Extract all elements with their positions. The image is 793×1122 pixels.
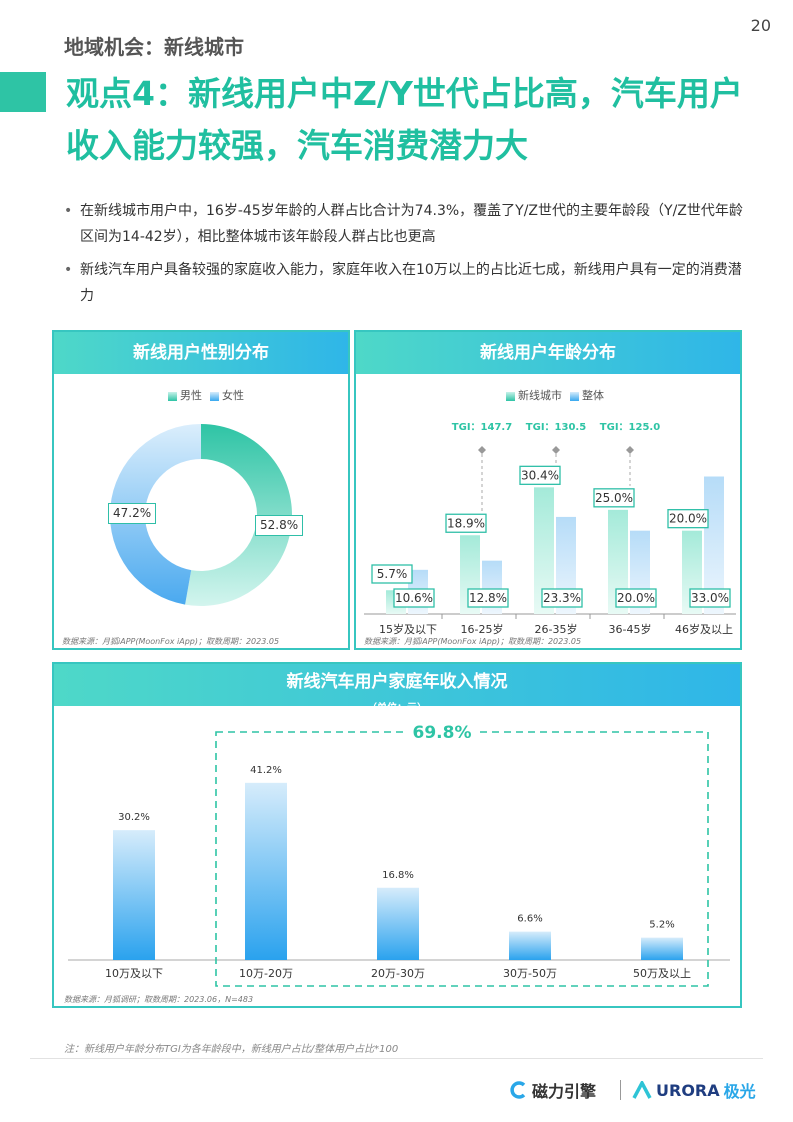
income-tick-label: 50万及以上 bbox=[633, 967, 691, 980]
income-bar bbox=[377, 887, 419, 960]
tgi-marker bbox=[478, 446, 486, 454]
aurora-logo-text: URORA bbox=[656, 1080, 720, 1100]
income-bar bbox=[113, 830, 155, 960]
age-label-overall: 33.0% bbox=[691, 591, 729, 605]
age-panel-header: 新线用户年龄分布 bbox=[356, 332, 740, 374]
tgi-marker bbox=[552, 446, 560, 454]
age-label-overall-box bbox=[393, 588, 435, 608]
age-tick-label: 16-25岁 bbox=[461, 622, 504, 636]
donut-slice-女性 bbox=[110, 424, 201, 605]
income-value-label: 5.2% bbox=[649, 920, 674, 931]
age-label-overall: 10.6% bbox=[395, 591, 433, 605]
age-bar-newline bbox=[608, 509, 628, 614]
donut-label-female: 47.2% bbox=[108, 503, 157, 524]
legend-item-newline: 新线城市 bbox=[506, 387, 562, 403]
age-label-newline: 30.4% bbox=[521, 468, 559, 482]
age-label-newline: 20.0% bbox=[669, 512, 707, 526]
age-label-overall: 12.8% bbox=[469, 591, 507, 605]
income-tick-label: 20万-30万 bbox=[371, 967, 425, 980]
page-title: 观点4：新线用户中Z/Y世代占比高，汽车用户收入能力较强，汽车消费潜力大 bbox=[66, 74, 743, 165]
age-label-newline: 18.9% bbox=[447, 516, 485, 530]
income-value-label: 16.8% bbox=[382, 870, 414, 881]
bullet-list: 在新线城市用户中，16岁-45岁年龄的人群占比合计为74.3%，覆盖了Y/Z世代… bbox=[64, 198, 744, 316]
donut-slice-男性 bbox=[185, 424, 292, 606]
age-panel: 新线用户年龄分布 新线城市 整体 5.7% 10.6% 15岁及以下 18.9% 12.… bbox=[354, 330, 742, 650]
gender-legend: 男性 女性 bbox=[168, 387, 244, 403]
cili-logo: 磁力引擎 bbox=[510, 1078, 596, 1102]
age-label-newline-box bbox=[371, 564, 413, 584]
age-tick-label: 26-35岁 bbox=[535, 622, 578, 636]
gender-panel-header: 新线用户性别分布 bbox=[54, 332, 348, 374]
income-tick-label: 10万及以下 bbox=[105, 967, 163, 980]
income-value-label: 30.2% bbox=[118, 812, 150, 823]
donut-label-male: 52.8% bbox=[255, 515, 304, 536]
aurora-logo: URORA 极光 bbox=[632, 1078, 756, 1102]
age-tick-label: 46岁及以上 bbox=[675, 622, 733, 636]
income-panel-unit: （单位：元） bbox=[367, 703, 427, 714]
income-value-label: 6.6% bbox=[517, 914, 542, 925]
age-bar-newline bbox=[534, 487, 554, 614]
income-tick-label: 30万-50万 bbox=[503, 967, 557, 980]
age-label-newline-box bbox=[667, 509, 709, 529]
age-label-overall-box bbox=[689, 588, 731, 608]
age-label-newline-box bbox=[593, 488, 635, 508]
cili-logo-text: 磁力引擎 bbox=[532, 1082, 597, 1101]
aurora-logo-icon bbox=[632, 1081, 652, 1099]
bullet-item: 新线汽车用户具备较强的家庭收入能力，家庭年收入在10万以上的占比近七成，新线用户… bbox=[64, 257, 744, 309]
income-tick-label: 10万-20万 bbox=[239, 967, 293, 980]
income-highlight-box bbox=[215, 731, 709, 987]
legend-item-overall: 整体 bbox=[570, 387, 604, 403]
aurora-logo-suffix: 极光 bbox=[723, 1082, 756, 1101]
income-bar-chart: 69.8% 30.2% 10万及以下 41.2% 10万-20万 16.8% 20万-30万… bbox=[68, 722, 730, 987]
age-legend: 新线城市 整体 bbox=[506, 387, 604, 403]
tgi-marker bbox=[626, 446, 634, 454]
age-label-overall: 23.3% bbox=[543, 591, 581, 605]
age-label-newline: 25.0% bbox=[595, 491, 633, 505]
gender-donut-chart bbox=[110, 424, 292, 606]
income-bar bbox=[245, 782, 287, 960]
income-value-label: 41.2% bbox=[250, 765, 282, 776]
cili-logo-icon bbox=[510, 1081, 526, 1099]
legend-item-male: 男性 bbox=[168, 387, 202, 403]
tgi-annotation: TGI：130.5 bbox=[526, 422, 586, 433]
income-bar bbox=[641, 937, 683, 960]
section-label: 地域机会：新线城市 bbox=[64, 35, 244, 59]
age-tick-label: 36-45岁 bbox=[609, 622, 652, 636]
income-panel-header: 新线汽车用户家庭年收入情况 （单位：元） bbox=[54, 664, 740, 714]
income-panel-title: 新线汽车用户家庭年收入情况 bbox=[286, 672, 508, 692]
age-label-overall-box bbox=[467, 588, 509, 608]
logo-separator bbox=[620, 1080, 621, 1100]
income-highlight-gap bbox=[407, 722, 477, 742]
footer-divider bbox=[30, 1058, 763, 1059]
tgi-annotation: TGI：147.7 bbox=[452, 422, 512, 433]
title-accent-bar bbox=[0, 72, 46, 112]
age-label-newline-box bbox=[445, 513, 487, 533]
legend-item-female: 女性 bbox=[210, 387, 244, 403]
age-label-overall: 20.0% bbox=[617, 591, 655, 605]
gender-panel: 新线用户性别分布 男性 女性 52.8% 47.2% 数据来源：月狐iAPP(M… bbox=[52, 330, 350, 650]
age-label-overall-box bbox=[615, 588, 657, 608]
gender-source: 数据来源：月狐iAPP(MoonFox iApp)；取数周期：2023.05 bbox=[62, 637, 280, 646]
income-highlight-label: 69.8% bbox=[413, 723, 472, 743]
age-tick-label: 15岁及以下 bbox=[379, 622, 437, 636]
income-bar bbox=[509, 931, 551, 960]
age-bar-overall bbox=[704, 476, 724, 614]
tgi-annotation: TGI：125.0 bbox=[600, 422, 660, 433]
footnote: 注：新线用户年龄分布TGI为各年龄段中，新线用户占比/整体用户占比*100 bbox=[64, 1044, 399, 1055]
bullet-item: 在新线城市用户中，16岁-45岁年龄的人群占比合计为74.3%，覆盖了Y/Z世代… bbox=[64, 198, 744, 250]
age-source: 数据来源：月狐iAPP(MoonFox iApp)；取数周期：2023.05 bbox=[364, 637, 582, 646]
age-bar-chart: 5.7% 10.6% 15岁及以下 18.9% 12.8% 16-25岁 30.4% 23.3… bbox=[364, 422, 736, 636]
page-number: 20 bbox=[750, 16, 771, 35]
income-panel: 新线汽车用户家庭年收入情况 （单位：元） 69.8% 30.2% 10万及以下 41.… bbox=[52, 662, 742, 1008]
age-label-newline-box bbox=[519, 465, 561, 485]
age-label-overall-box bbox=[541, 588, 583, 608]
age-label-newline: 5.7% bbox=[377, 567, 408, 581]
income-source: 数据来源：月狐调研；取数周期：2023.06，N=483 bbox=[64, 995, 254, 1004]
